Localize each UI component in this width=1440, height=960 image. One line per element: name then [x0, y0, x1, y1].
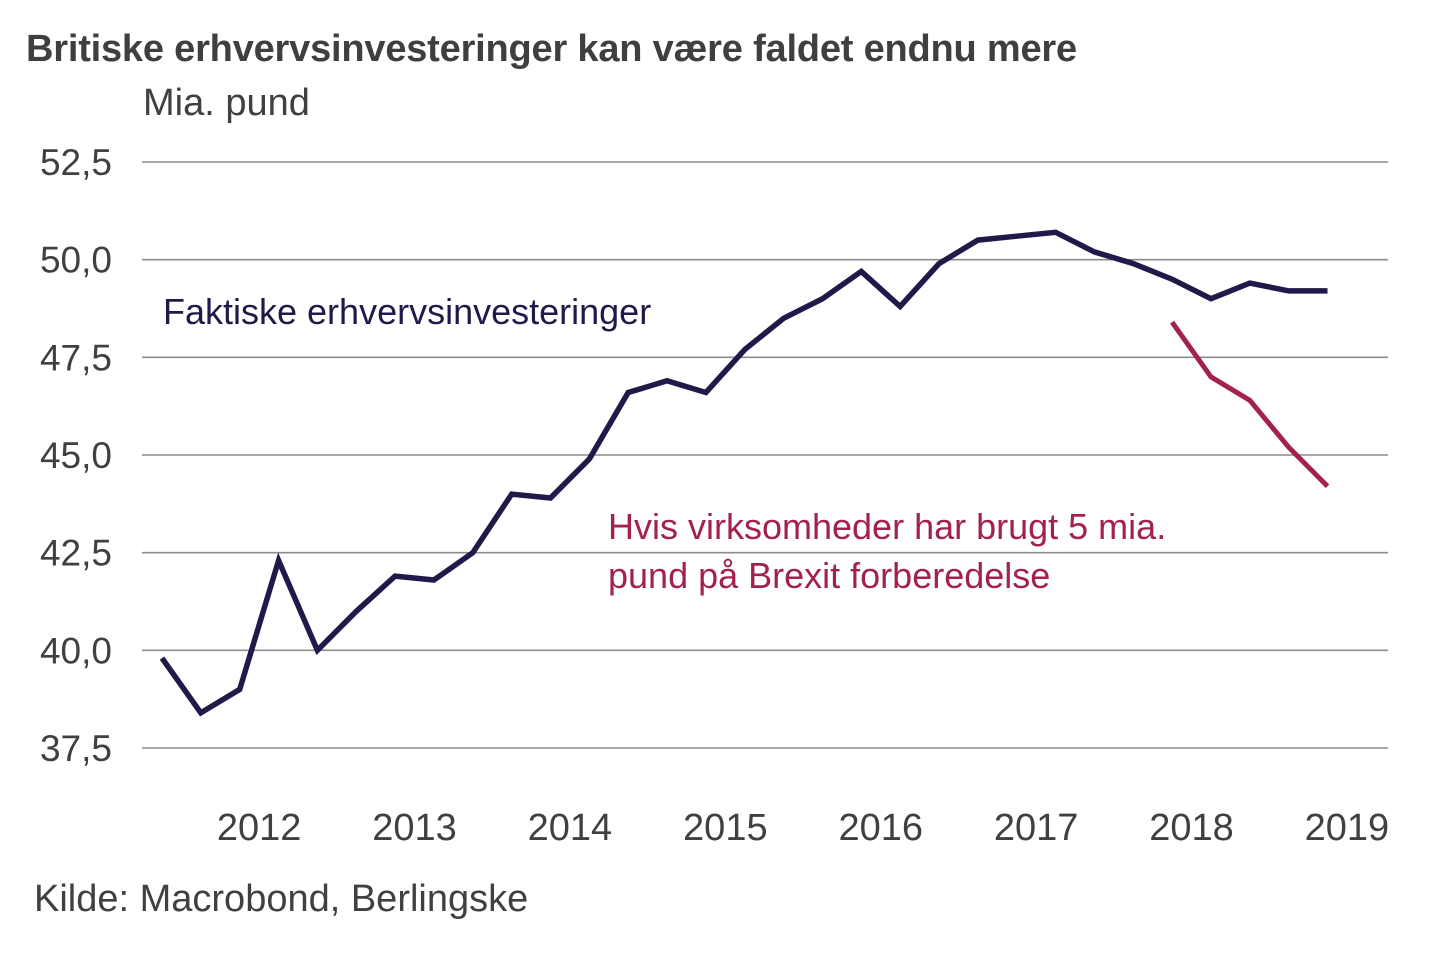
y-tick-label: 37,5 [40, 728, 112, 769]
y-tick-label: 42,5 [40, 533, 112, 574]
x-tick-label: 2013 [372, 807, 457, 849]
series-label-actual: Faktiske erhvervsinvesteringer [163, 291, 651, 332]
chart-title: Britiske erhvervsinvesteringer kan være … [26, 28, 1077, 70]
x-tick-label: 2019 [1305, 807, 1390, 849]
y-tick-label: 52,5 [40, 142, 112, 183]
y-tick-label: 45,0 [40, 435, 112, 476]
series-label-brexit-scenario: Hvis virksomheder har brugt 5 mia. [608, 506, 1166, 547]
gridlines [142, 161, 1388, 749]
series-annotations: Faktiske erhvervsinvesteringer Hvis virks… [163, 291, 1166, 596]
y-axis-ticks: 52,5 50,0 47,5 45,0 42,5 40,0 37,5 [40, 142, 112, 769]
x-tick-label: 2012 [217, 807, 302, 849]
y-tick-label: 50,0 [40, 240, 112, 281]
series-line-brexit-scenario [1170, 320, 1330, 489]
source-note: Kilde: Macrobond, Berlingske [34, 878, 529, 920]
x-tick-label: 2014 [528, 807, 613, 849]
series-line-actual [159, 229, 1328, 717]
x-tick-label: 2016 [838, 807, 923, 849]
y-axis-unit-label: Mia. pund [143, 82, 310, 124]
x-tick-label: 2015 [683, 807, 768, 849]
y-tick-label: 47,5 [40, 337, 112, 378]
x-axis-ticks: 2012 2013 2014 2015 2016 2017 2018 2019 [217, 807, 1389, 849]
series-label-brexit-scenario: pund på Brexit forberedelse [608, 555, 1050, 596]
x-tick-label: 2017 [994, 807, 1079, 849]
y-tick-label: 40,0 [40, 630, 112, 671]
x-tick-label: 2018 [1149, 807, 1234, 849]
series-lines [159, 229, 1330, 717]
